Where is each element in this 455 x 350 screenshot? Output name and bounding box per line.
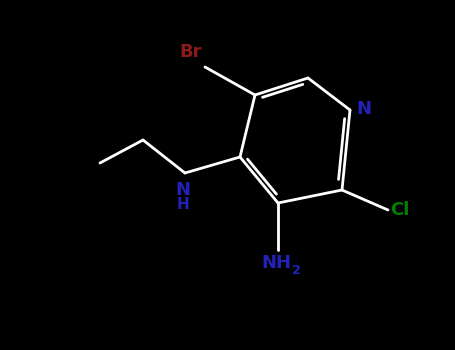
Text: 2: 2 (292, 264, 301, 277)
Text: NH: NH (261, 254, 291, 272)
Text: H: H (177, 197, 189, 212)
Text: Cl: Cl (390, 201, 410, 219)
Text: Br: Br (180, 43, 202, 61)
Text: N: N (356, 100, 371, 118)
Text: N: N (176, 181, 191, 199)
